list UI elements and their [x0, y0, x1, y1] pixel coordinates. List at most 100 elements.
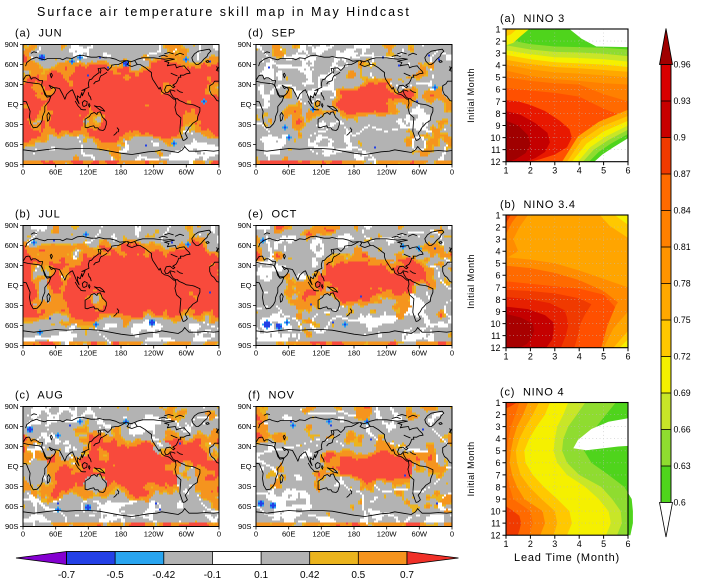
svg-text:Initial Month: Initial Month: [466, 68, 476, 123]
svg-text:0: 0: [217, 530, 221, 539]
svg-text:5: 5: [601, 352, 606, 362]
svg-text:0: 0: [217, 168, 221, 177]
svg-text:0.93: 0.93: [674, 96, 691, 106]
svg-text:30S: 30S: [5, 301, 19, 310]
svg-text:0.78: 0.78: [674, 279, 691, 289]
svg-text:0.7: 0.7: [400, 570, 414, 579]
svg-text:9: 9: [495, 307, 500, 317]
svg-text:90N: 90N: [5, 40, 19, 49]
svg-text:10: 10: [490, 319, 500, 329]
svg-text:5: 5: [495, 73, 500, 83]
svg-text:60E: 60E: [282, 349, 296, 358]
svg-text:-0.7: -0.7: [58, 570, 76, 579]
svg-text:Initial Month: Initial Month: [466, 441, 476, 496]
svg-text:120W: 120W: [144, 349, 165, 358]
svg-text:90N: 90N: [5, 402, 19, 411]
svg-text:120E: 120E: [312, 168, 330, 177]
svg-text:(d) SEP: (d) SEP: [248, 28, 296, 40]
svg-text:Lead Time (Month): Lead Time (Month): [514, 552, 620, 564]
svg-text:6: 6: [625, 539, 630, 549]
svg-text:10: 10: [490, 507, 500, 517]
svg-text:90S: 90S: [238, 341, 252, 350]
svg-text:2: 2: [495, 410, 500, 420]
svg-text:90N: 90N: [238, 402, 252, 411]
svg-text:2: 2: [528, 166, 533, 176]
svg-text:0: 0: [450, 168, 454, 177]
svg-text:6: 6: [625, 352, 630, 362]
svg-text:2: 2: [528, 539, 533, 549]
svg-text:1: 1: [495, 210, 500, 220]
svg-text:30S: 30S: [5, 482, 19, 491]
svg-text:1: 1: [503, 539, 508, 549]
svg-text:2: 2: [495, 223, 500, 233]
svg-text:0.63: 0.63: [674, 461, 691, 471]
svg-text:60N: 60N: [5, 422, 19, 431]
svg-text:0: 0: [254, 168, 258, 177]
svg-text:0.1: 0.1: [254, 570, 268, 579]
svg-text:(c) NINO 4: (c) NINO 4: [500, 387, 564, 399]
svg-text:(b) JUL: (b) JUL: [15, 209, 61, 221]
svg-text:60E: 60E: [49, 530, 63, 539]
svg-text:0: 0: [21, 168, 25, 177]
svg-text:90N: 90N: [238, 221, 252, 230]
svg-text:30S: 30S: [238, 301, 252, 310]
svg-text:0.9: 0.9: [674, 133, 686, 143]
svg-text:3: 3: [495, 49, 500, 59]
svg-text:(e) OCT: (e) OCT: [248, 209, 297, 221]
svg-text:0.69: 0.69: [674, 388, 691, 398]
svg-text:8: 8: [495, 295, 500, 305]
svg-text:6: 6: [625, 166, 630, 176]
svg-text:EQ: EQ: [241, 100, 252, 109]
svg-text:30N: 30N: [238, 261, 252, 270]
svg-text:1: 1: [503, 166, 508, 176]
svg-text:0: 0: [217, 349, 221, 358]
svg-text:60W: 60W: [178, 530, 194, 539]
svg-text:60S: 60S: [238, 140, 252, 149]
svg-text:Initial Month: Initial Month: [466, 254, 476, 309]
svg-text:4: 4: [495, 247, 500, 257]
svg-text:12: 12: [490, 531, 500, 541]
svg-text:(a) NINO 3: (a) NINO 3: [500, 13, 565, 25]
svg-text:2: 2: [495, 37, 500, 47]
svg-text:11: 11: [491, 331, 500, 341]
svg-text:0: 0: [21, 530, 25, 539]
svg-text:90S: 90S: [5, 341, 19, 350]
svg-text:90N: 90N: [5, 221, 19, 230]
svg-text:0.5: 0.5: [351, 570, 365, 579]
svg-text:60S: 60S: [5, 321, 19, 330]
svg-text:3: 3: [495, 422, 500, 432]
svg-text:0.72: 0.72: [674, 352, 691, 362]
svg-text:60E: 60E: [282, 530, 296, 539]
svg-text:3: 3: [552, 539, 557, 549]
svg-text:9: 9: [495, 121, 500, 131]
svg-text:4: 4: [577, 539, 582, 549]
svg-text:60E: 60E: [282, 168, 296, 177]
svg-text:8: 8: [495, 482, 500, 492]
svg-text:0.6: 0.6: [674, 498, 686, 508]
svg-text:180: 180: [348, 168, 361, 177]
svg-text:(b) NINO 3.4: (b) NINO 3.4: [500, 199, 576, 211]
svg-text:180: 180: [115, 168, 128, 177]
svg-text:30N: 30N: [238, 442, 252, 451]
svg-text:180: 180: [115, 349, 128, 358]
svg-text:4: 4: [495, 434, 500, 444]
svg-text:12: 12: [490, 157, 500, 167]
svg-text:-0.5: -0.5: [106, 570, 124, 579]
svg-text:11: 11: [491, 145, 500, 155]
svg-text:(c) AUG: (c) AUG: [15, 390, 64, 402]
svg-text:0.96: 0.96: [674, 60, 691, 70]
svg-text:3: 3: [552, 166, 557, 176]
svg-text:0: 0: [450, 530, 454, 539]
svg-text:30S: 30S: [5, 120, 19, 129]
svg-text:9: 9: [495, 494, 500, 504]
svg-text:90S: 90S: [5, 522, 19, 531]
svg-text:1: 1: [503, 352, 508, 362]
svg-text:8: 8: [495, 109, 500, 119]
svg-text:2: 2: [528, 352, 533, 362]
svg-text:120W: 120W: [377, 349, 398, 358]
svg-text:60W: 60W: [411, 530, 427, 539]
svg-text:12: 12: [490, 343, 500, 353]
svg-text:-0.42: -0.42: [152, 570, 175, 579]
svg-text:4: 4: [577, 166, 582, 176]
svg-text:Surface air temperature skill: Surface air temperature skill map in May…: [37, 5, 411, 19]
